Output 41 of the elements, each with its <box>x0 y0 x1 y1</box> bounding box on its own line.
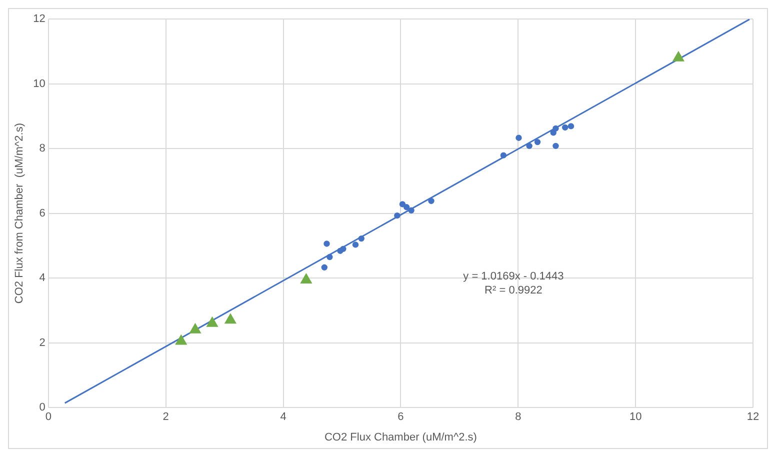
x-tick-label: 4 <box>280 411 286 424</box>
point <box>175 334 187 345</box>
point <box>352 242 359 248</box>
y-tick-label: 4 <box>39 272 46 284</box>
point <box>300 274 312 284</box>
y-tick-label: 8 <box>39 142 46 155</box>
x-tick-label: 10 <box>629 411 642 424</box>
point <box>408 207 414 214</box>
x-axis-title: CO2 Flux Chamber (uM/m^2.s) <box>324 431 477 444</box>
point <box>552 125 559 132</box>
y-tick-label: 12 <box>33 13 46 26</box>
annotation: y = 1.0169x - 0.1443 <box>463 270 564 282</box>
point <box>568 123 574 130</box>
point <box>399 201 406 208</box>
y-tick-label: 2 <box>39 336 46 349</box>
point <box>526 142 532 150</box>
x-tick-label: 6 <box>398 411 404 424</box>
x-tick-label: 2 <box>162 411 169 424</box>
point <box>206 316 218 327</box>
point <box>394 212 400 219</box>
y-tick-label: 6 <box>39 207 46 220</box>
annotation: R² = 0.9922 <box>484 284 542 296</box>
point <box>500 152 507 158</box>
point <box>190 323 201 334</box>
point <box>534 138 541 146</box>
point <box>358 235 364 242</box>
point <box>324 240 330 247</box>
point <box>326 254 333 260</box>
point <box>340 246 346 252</box>
x-tick-label: 12 <box>746 411 760 424</box>
point <box>428 198 434 204</box>
point <box>552 142 559 150</box>
point <box>224 314 236 324</box>
x-tick-label: 8 <box>515 411 522 424</box>
point <box>516 134 522 141</box>
point <box>321 264 328 270</box>
y-axis-title: CO2 Flux from Chamber (uM/m^2.s) <box>14 123 26 304</box>
y-tick-label: 0 <box>39 402 46 414</box>
point <box>562 124 568 131</box>
y-tick-label: 10 <box>33 78 46 90</box>
point <box>403 204 410 210</box>
